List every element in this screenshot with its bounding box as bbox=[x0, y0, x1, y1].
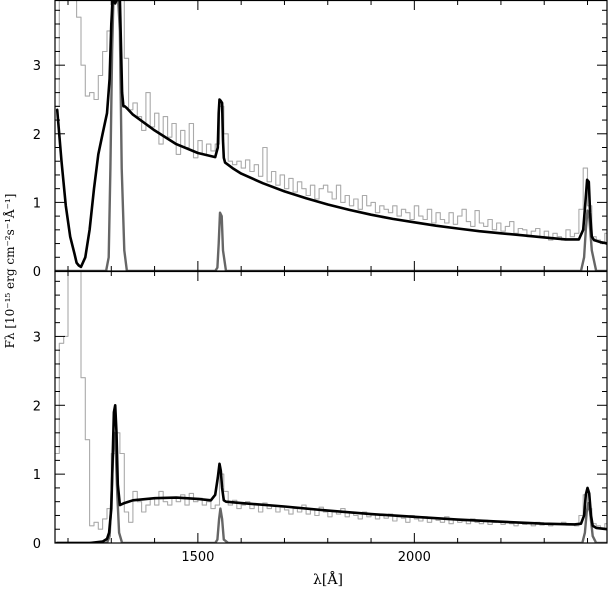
y-tick-label: 1 bbox=[33, 196, 41, 211]
series-model-line bbox=[55, 0, 607, 269]
y-tick-label: 2 bbox=[33, 128, 41, 143]
panel-frame bbox=[54, 270, 608, 544]
x-axis-label: λ[Å] bbox=[313, 570, 343, 588]
series-observed-line bbox=[55, 271, 607, 530]
y-axis-label: Fλ [10⁻¹⁵ erg cm⁻²s⁻¹Å⁻¹] bbox=[2, 194, 17, 349]
series-lines-line bbox=[55, 431, 607, 543]
y-tick-label: 0 bbox=[33, 265, 41, 280]
y-tick-label: 1 bbox=[33, 468, 41, 483]
panel-frame bbox=[54, 0, 608, 272]
y-tick-label: 2 bbox=[33, 399, 41, 414]
top-panel: 0 1 2 3 bbox=[33, 0, 608, 280]
y-tick-label: 3 bbox=[33, 330, 41, 345]
bottom-panel: 0 1 2 3 1500 2000 bbox=[33, 270, 608, 565]
series-model-line bbox=[55, 404, 607, 543]
y-tick-label: 3 bbox=[33, 59, 41, 74]
x-tick-label: 1500 bbox=[181, 550, 214, 565]
series-lines-line bbox=[55, 0, 607, 271]
x-tick-label: 2000 bbox=[398, 550, 431, 565]
y-tick-label: 0 bbox=[33, 537, 41, 552]
series-observed-line bbox=[55, 0, 607, 245]
